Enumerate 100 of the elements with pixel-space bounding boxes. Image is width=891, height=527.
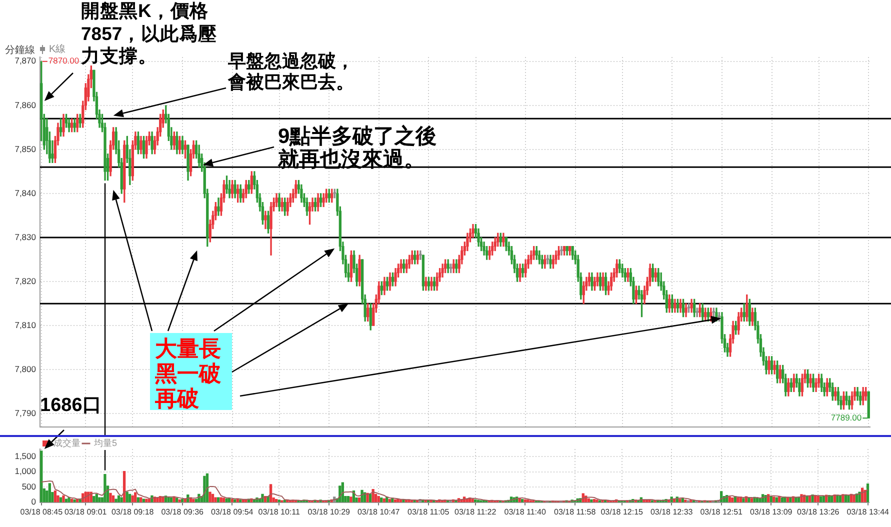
annotation: 早盤忽過忽破，會被巴來巴去。 xyxy=(228,51,355,93)
annotation: 開盤黑K，價格7857，以此爲壓力支撐。 xyxy=(81,0,218,68)
bar xyxy=(134,492,137,502)
y-tick-label: 7,810 xyxy=(14,320,36,330)
candlestick xyxy=(560,246,563,256)
bar xyxy=(380,497,383,502)
bar xyxy=(866,483,870,502)
bar xyxy=(98,497,101,502)
bar xyxy=(59,497,62,502)
y-tick-label: 7,860 xyxy=(14,100,36,110)
bar xyxy=(70,498,74,502)
bar xyxy=(216,497,220,502)
bar xyxy=(750,498,754,502)
bar xyxy=(789,497,792,502)
x-tick-label: 03/18 11:22 xyxy=(454,507,497,516)
bar xyxy=(590,499,593,502)
bar xyxy=(858,492,861,502)
y-tick-label: 7,790 xyxy=(14,408,36,418)
y-tick-label: 7,850 xyxy=(14,144,36,154)
chart-title: 分鐘線 xyxy=(5,44,35,57)
bar xyxy=(73,499,76,502)
bar xyxy=(775,497,778,502)
bar xyxy=(736,497,740,502)
y-tick-label: 0 xyxy=(31,496,36,507)
bar xyxy=(864,490,866,502)
bar xyxy=(780,497,784,502)
x-tick-label: 03/18 11:58 xyxy=(554,507,596,516)
bar xyxy=(350,496,352,502)
y-tick-label: 7,820 xyxy=(14,276,36,286)
bar xyxy=(225,498,228,502)
bar xyxy=(518,498,521,502)
bar xyxy=(731,497,734,502)
y-tick-label: 1,500 xyxy=(14,450,36,461)
bar xyxy=(742,498,745,502)
x-tick-label: 03/18 09:36 xyxy=(161,507,204,516)
bar xyxy=(678,498,682,502)
bar xyxy=(690,500,692,502)
x-tick-label: 03/18 09:18 xyxy=(111,507,154,516)
bar xyxy=(64,498,68,502)
bar xyxy=(772,496,776,502)
x-tick-label: 03/18 08:45 xyxy=(20,507,64,516)
x-tick-label: 03/18 10:11 xyxy=(258,507,300,516)
y-tick-label: 7,870 xyxy=(14,56,36,66)
annotation: 大量長黑一破再破 xyxy=(155,336,222,411)
bar xyxy=(211,494,214,502)
legend-label: 均量5 xyxy=(93,438,118,448)
bar xyxy=(109,492,112,502)
bar xyxy=(203,476,206,502)
x-tick-label: 03/18 09:54 xyxy=(210,507,254,516)
bar xyxy=(54,490,57,502)
bar xyxy=(346,496,350,502)
bar xyxy=(372,488,374,502)
bar xyxy=(48,483,52,502)
x-tick-label: 03/18 12:33 xyxy=(650,507,694,516)
bar xyxy=(136,497,140,502)
y-tick-label: 7,830 xyxy=(14,232,36,242)
bar xyxy=(596,500,598,502)
x-tick-label: 03/18 12:51 xyxy=(700,507,744,516)
bar xyxy=(852,494,856,502)
bar xyxy=(360,490,364,502)
bar xyxy=(728,496,731,502)
x-tick-label: 03/18 11:05 xyxy=(408,507,450,516)
text: K線 xyxy=(49,44,66,55)
x-tick-label: 03/18 13:09 xyxy=(750,507,793,516)
bar xyxy=(220,497,222,502)
annotation: 7870.00 xyxy=(48,56,80,66)
y-tick-label: 7,840 xyxy=(14,188,36,198)
bar xyxy=(62,495,65,502)
bar xyxy=(114,498,118,502)
bar xyxy=(78,499,82,502)
bar xyxy=(208,492,212,502)
x-tick-label: 03/18 13:44 xyxy=(846,507,890,516)
bar xyxy=(214,497,217,502)
bar xyxy=(128,494,132,502)
bar xyxy=(642,500,646,502)
bar xyxy=(794,496,798,502)
bar xyxy=(104,474,106,502)
x-tick-label: 03/18 11:40 xyxy=(504,507,546,516)
bar xyxy=(170,497,173,502)
bar xyxy=(758,498,762,502)
y-tick-label: 7,800 xyxy=(14,364,36,374)
bar xyxy=(162,496,164,502)
bar xyxy=(358,497,361,502)
annotation: 7789.00 xyxy=(830,412,862,422)
bar xyxy=(126,492,128,502)
bar xyxy=(120,497,123,502)
bar xyxy=(377,496,380,502)
x-tick-label: 03/18 12:15 xyxy=(600,507,644,516)
x-tick-label: 03/18 10:47 xyxy=(357,507,400,516)
bar xyxy=(92,496,96,502)
bar xyxy=(140,497,142,502)
annotation: 1686口 xyxy=(40,395,102,417)
y-tick-label: 1,000 xyxy=(14,466,36,476)
legend-label: 成交量 xyxy=(54,438,80,448)
bar xyxy=(142,498,145,502)
y-tick-label: 500 xyxy=(22,481,36,492)
x-tick-label: 03/18 13:26 xyxy=(796,507,840,516)
x-tick-label: 03/18 10:29 xyxy=(308,507,351,516)
x-tick-label: 03/18 09:01 xyxy=(64,507,108,516)
bar xyxy=(145,498,148,502)
